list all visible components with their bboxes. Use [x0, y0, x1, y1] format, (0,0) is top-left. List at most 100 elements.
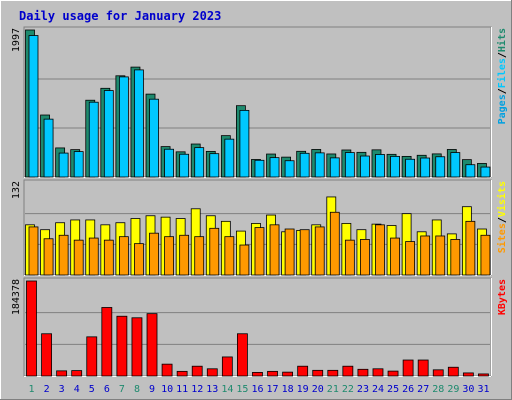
- x-tick-label: 1: [29, 384, 35, 395]
- bar-sites: [269, 224, 280, 276]
- x-tick-label: 30: [462, 384, 474, 395]
- bar-files: [480, 166, 491, 178]
- x-tick-label: 11: [176, 384, 188, 395]
- bar-kbytes: [176, 370, 188, 377]
- bar-files: [88, 101, 99, 178]
- legend-files: Files: [496, 58, 508, 88]
- bar-kbytes: [357, 368, 369, 377]
- legend-kbytes: KBytes: [497, 279, 508, 315]
- bar-sites: [224, 236, 235, 276]
- legend-visits: Visits: [496, 181, 508, 217]
- x-tick-label: 27: [417, 384, 429, 395]
- x-tick-label: 25: [387, 384, 399, 395]
- bar-files: [390, 155, 400, 178]
- legend-hits: Hits: [496, 28, 508, 52]
- bar-files: [149, 98, 159, 178]
- bar-kbytes: [432, 369, 444, 377]
- x-tick-label: 3: [59, 384, 65, 395]
- bar-kbytes: [101, 307, 113, 377]
- legend: Pages/Files/Hits: [496, 28, 508, 124]
- bar-kbytes: [131, 317, 143, 377]
- bar-files: [314, 152, 325, 178]
- bar-files: [28, 35, 39, 178]
- bar-sites: [390, 237, 400, 276]
- x-tick-label: 10: [161, 384, 173, 395]
- bar-files: [375, 154, 385, 178]
- x-axis-day-labels: 1 2 3 4 5 6 7 8 9 10 11 12 13 14 15 16 17 18 19 20 21 22 23 24 2…: [29, 384, 490, 395]
- x-tick-label: 14: [221, 384, 233, 395]
- bar-kbytes: [146, 313, 158, 377]
- x-tick-label: 28: [432, 384, 444, 395]
- panel-2: 132 Sites/Visits: [11, 179, 508, 276]
- bar-kbytes: [116, 315, 128, 377]
- x-tick-label: 29: [447, 384, 459, 395]
- bar-files: [299, 152, 310, 178]
- bar-kbytes: [237, 333, 248, 377]
- bar-files: [344, 152, 355, 178]
- bar-kbytes: [462, 372, 474, 377]
- bar-kbytes: [161, 363, 173, 377]
- bar-files: [360, 155, 370, 178]
- bar-files: [465, 164, 476, 178]
- x-tick-label: 17: [267, 384, 279, 395]
- x-tick-label: 8: [134, 384, 140, 395]
- y-axis-max-label: 132: [11, 181, 22, 199]
- bar-kbytes: [252, 371, 263, 377]
- x-tick-label: 12: [191, 384, 203, 395]
- x-tick-label: 22: [342, 384, 354, 395]
- bar-sites: [405, 241, 416, 276]
- bar-sites: [134, 243, 144, 276]
- bar-files: [405, 158, 416, 178]
- x-tick-label: 19: [297, 384, 309, 395]
- bar-kbytes: [447, 366, 459, 377]
- bar-sites: [88, 237, 99, 276]
- x-tick-label: 18: [282, 384, 294, 395]
- x-tick-label: 4: [74, 384, 80, 395]
- bar-sites: [375, 224, 385, 276]
- bar-sites: [254, 227, 265, 276]
- bar-kbytes: [41, 333, 52, 377]
- x-tick-label: 9: [149, 384, 155, 395]
- x-tick-label: 2: [44, 384, 50, 395]
- legend-separator: /: [497, 88, 508, 94]
- bar-files: [224, 138, 235, 178]
- bar-kbytes: [56, 370, 68, 377]
- x-tick-label: 24: [372, 384, 384, 395]
- y-axis-max-label: 1997: [11, 28, 22, 52]
- legend-separator: /: [497, 217, 508, 223]
- chart-title: Daily usage for January 2023: [19, 9, 221, 23]
- bar-kbytes: [387, 370, 399, 377]
- bar-files: [118, 76, 129, 178]
- x-tick-label: 16: [251, 384, 263, 395]
- bar-sites: [209, 227, 220, 276]
- bar-sites: [480, 234, 491, 276]
- bar-files: [58, 152, 69, 178]
- bar-kbytes: [26, 280, 37, 377]
- bar-files: [269, 157, 280, 178]
- bar-files: [43, 118, 54, 178]
- x-tick-label: 5: [89, 384, 95, 395]
- bar-sites: [58, 234, 69, 276]
- x-tick-label: 15: [236, 384, 248, 395]
- x-tick-label: 31: [477, 384, 489, 395]
- bar-sites: [314, 226, 325, 276]
- x-tick-label: 20: [312, 384, 324, 395]
- bar-sites: [284, 228, 295, 276]
- bar-kbytes: [86, 336, 98, 377]
- bar-kbytes: [327, 369, 339, 377]
- legend-pages: Pages: [497, 94, 508, 124]
- bar-files: [435, 156, 446, 178]
- bar-files: [209, 153, 220, 178]
- bar-kbytes: [221, 356, 233, 377]
- bar-files: [420, 157, 431, 178]
- bar-kbytes: [402, 359, 414, 377]
- bar-sites: [179, 234, 190, 276]
- bar-sites: [329, 211, 340, 276]
- bar-sites: [73, 239, 84, 276]
- bar-files: [450, 152, 461, 178]
- bar-kbytes: [191, 365, 203, 377]
- bar-kbytes: [297, 365, 309, 377]
